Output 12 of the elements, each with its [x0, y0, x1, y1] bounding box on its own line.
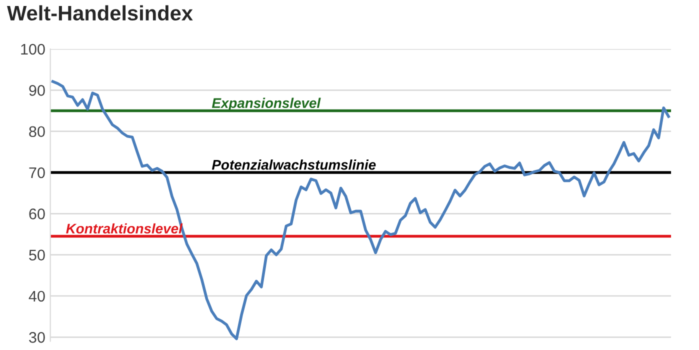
- chart-title: Welt-Handelsindex: [7, 5, 193, 21]
- y-tick-label: 30: [29, 332, 45, 343]
- y-tick-label: 90: [29, 85, 45, 96]
- y-tick-label: 40: [28, 290, 45, 302]
- line-series: [51, 80, 670, 340]
- y-tick-label: 100: [21, 44, 45, 55]
- ref-line-label: Potenzialwachstumslinie: [212, 160, 376, 170]
- y-tick-label: 80: [29, 126, 45, 138]
- ref-line-label: Expansionslevel: [212, 98, 321, 111]
- y-tick-label: 70: [29, 167, 45, 178]
- y-tick-label: 60: [29, 208, 45, 220]
- y-tick-label: 50: [29, 250, 45, 260]
